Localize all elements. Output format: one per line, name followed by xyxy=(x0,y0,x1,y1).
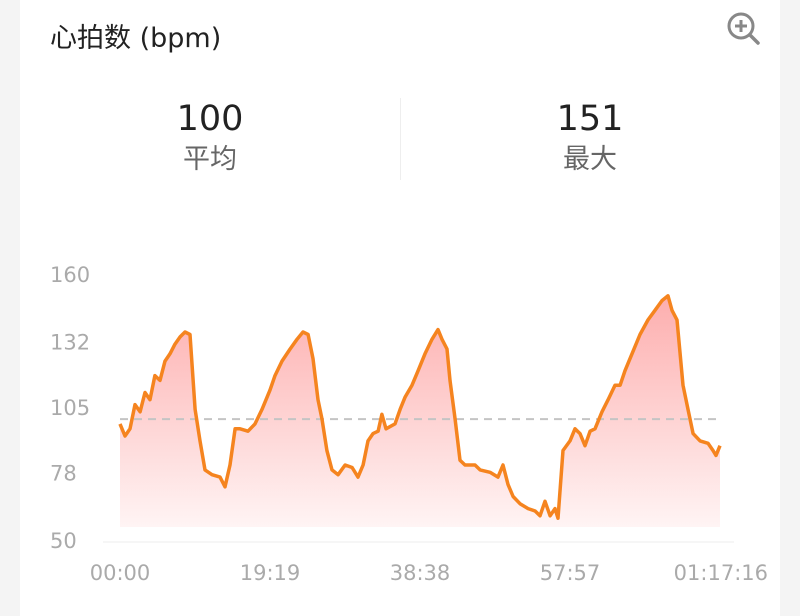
average-label: 平均 xyxy=(183,144,237,175)
x-tick-label: 38:38 xyxy=(390,561,451,585)
average-value: 100 xyxy=(176,99,244,139)
average-stat: 100 平均 xyxy=(110,98,310,180)
y-tick-label: 132 xyxy=(50,331,90,355)
y-tick-label: 50 xyxy=(50,529,77,553)
max-label: 最大 xyxy=(563,144,617,175)
max-stat: 151 最大 xyxy=(490,98,690,180)
zoom-in-icon[interactable] xyxy=(725,10,761,46)
max-value: 151 xyxy=(556,99,624,139)
chart-title: 心拍数 (bpm) xyxy=(50,23,222,54)
stats-divider xyxy=(400,98,401,180)
x-tick-label: 57:57 xyxy=(540,561,601,585)
x-tick-label: 00:00 xyxy=(90,561,151,585)
x-tick-label: 19:19 xyxy=(240,561,301,585)
y-tick-label: 105 xyxy=(50,396,90,420)
heart-rate-line xyxy=(118,294,722,520)
y-tick-label: 78 xyxy=(50,461,77,485)
area-fill xyxy=(120,295,720,527)
y-tick-label: 160 xyxy=(50,263,90,287)
x-tick-label: 01:17:16 xyxy=(674,561,768,585)
